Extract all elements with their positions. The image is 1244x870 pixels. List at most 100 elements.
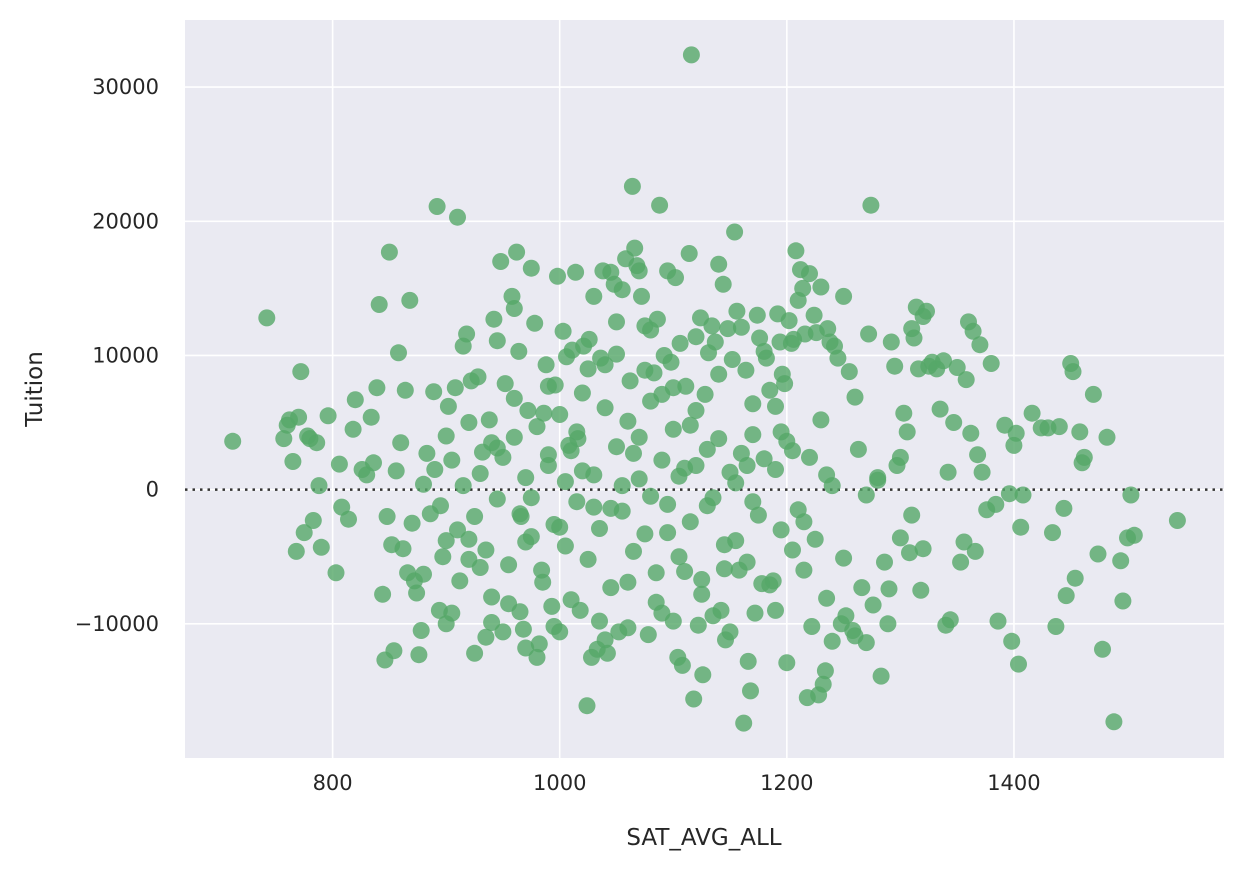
scatter-point [1050, 418, 1068, 436]
scatter-point [466, 644, 484, 662]
scatter-point [480, 411, 498, 429]
scatter-point [344, 420, 362, 438]
scatter-point [898, 423, 916, 441]
scatter-point [621, 372, 639, 390]
scatter-point [1047, 618, 1065, 635]
scatter-point [410, 646, 428, 664]
scatter-point [469, 368, 487, 386]
scatter-point [517, 469, 535, 487]
scatter-point [853, 579, 871, 597]
scatter-point [872, 667, 890, 685]
scatter-point [794, 279, 812, 297]
scatter-point [437, 532, 455, 550]
scatter-point [879, 615, 897, 633]
scatter-point [727, 532, 745, 550]
scatter-point [528, 648, 546, 666]
scatter-point [573, 462, 591, 480]
scatter-point [639, 626, 657, 644]
scatter-point [784, 442, 801, 460]
scatter-point [728, 302, 746, 320]
scatter-point [368, 379, 386, 397]
scatter-point [378, 508, 396, 525]
scatter-point [492, 253, 510, 270]
scatter-point [642, 487, 660, 505]
scatter-point [630, 428, 648, 446]
scatter-point [608, 313, 625, 331]
scatter-point [1003, 632, 1021, 650]
scatter-point [1057, 587, 1075, 605]
scatter-point [714, 275, 732, 293]
scatter-point [989, 612, 1007, 630]
scatter-point [677, 377, 695, 395]
scatter-point [857, 486, 875, 504]
data-points [224, 46, 1186, 732]
scatter-point [738, 553, 756, 571]
x-tick-label: 1200 [760, 771, 813, 795]
scatter-point [401, 291, 419, 309]
scatter-point [1023, 404, 1041, 422]
scatter-point [327, 564, 345, 582]
scatter-point [895, 404, 913, 422]
scatter-point [891, 529, 909, 547]
scatter-point [477, 541, 495, 559]
scatter-point [681, 513, 699, 531]
scatter-point [880, 580, 898, 598]
scatter-point [737, 361, 755, 379]
scatter-point [511, 603, 529, 621]
scatter-point [619, 412, 637, 430]
scatter-point [517, 533, 535, 551]
scatter-point [744, 493, 762, 511]
scatter-point [680, 245, 698, 262]
scatter-point [554, 322, 572, 340]
scatter-point [613, 477, 631, 495]
y-tick-label: 0 [146, 478, 159, 502]
y-tick-label: 10000 [92, 343, 159, 367]
scatter-point [392, 434, 410, 452]
scatter-point [746, 604, 764, 622]
scatter-point [510, 342, 528, 360]
scatter-point [715, 560, 733, 578]
scatter-point [891, 448, 909, 466]
scatter-point [537, 356, 555, 374]
scatter-point [287, 542, 305, 560]
scatter-point [905, 329, 923, 347]
y-tick-label: 20000 [92, 209, 159, 233]
scatter-point [957, 371, 975, 389]
y-tick-label: −10000 [75, 612, 159, 636]
scatter-point [483, 588, 501, 606]
scatter-point [362, 408, 380, 426]
scatter-point [846, 388, 864, 406]
scatter-point [971, 336, 989, 354]
scatter-point [408, 584, 426, 602]
scatter-point [578, 697, 596, 715]
scatter-point [837, 607, 855, 625]
scatter-point [912, 581, 930, 599]
scatter-point [625, 542, 642, 560]
scatter-point [556, 473, 574, 491]
scatter-point [693, 571, 711, 588]
scatter-point [757, 349, 775, 367]
scatter-point [703, 317, 721, 335]
scatter-point [973, 463, 991, 481]
scatter-point [1071, 423, 1089, 441]
scatter-point [385, 642, 403, 660]
scatter-point [460, 414, 478, 431]
scatter-point [670, 467, 688, 485]
scatter-point [651, 196, 669, 214]
scatter-point [396, 381, 414, 399]
scatter-point [952, 553, 970, 571]
scatter-point [864, 596, 882, 614]
scatter-point [673, 656, 691, 674]
scatter-point [670, 548, 688, 566]
scatter-point [664, 420, 682, 438]
scatter-point [308, 434, 326, 452]
scatter-point [380, 243, 398, 261]
scatter-point [310, 477, 328, 495]
scatter-point [439, 397, 457, 415]
scatter-point [535, 404, 553, 422]
scatter-point [772, 423, 790, 441]
scatter-point [418, 444, 436, 462]
scatter-point [761, 381, 779, 399]
scatter-point [749, 506, 767, 524]
scatter-point [284, 453, 302, 470]
